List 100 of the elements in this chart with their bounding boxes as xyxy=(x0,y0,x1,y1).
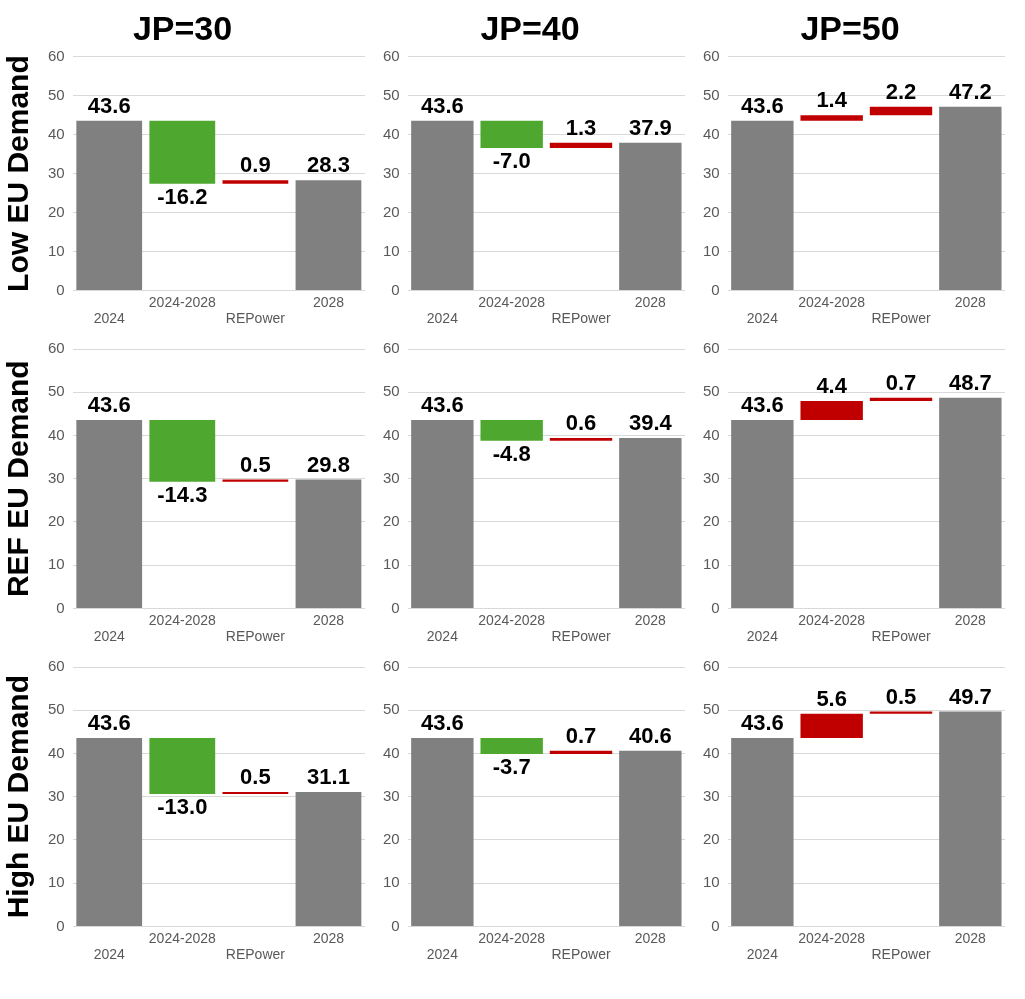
x-tick-label: 2028 xyxy=(312,611,345,628)
y-tick-label: 60 xyxy=(703,339,720,357)
y-tick-label: 30 xyxy=(703,786,720,804)
y-tick-label: 20 xyxy=(48,512,65,530)
x-tick-label: REPower xyxy=(225,628,286,645)
data-label: 40.6 xyxy=(628,722,672,748)
bar xyxy=(800,400,863,420)
data-label: -4.8 xyxy=(492,440,531,466)
y-tick-label: 10 xyxy=(703,241,720,259)
x-tick-label: REPower xyxy=(225,310,286,327)
data-label: 29.8 xyxy=(307,451,350,477)
data-label: 2.2 xyxy=(885,78,917,104)
x-tick-label: 2028 xyxy=(954,929,987,946)
y-tick-label: 40 xyxy=(703,425,720,443)
x-tick-label: 2028 xyxy=(312,929,345,946)
y-tick-label: 10 xyxy=(383,241,400,259)
data-label: -13.0 xyxy=(157,794,208,820)
data-label: 0.7 xyxy=(565,722,597,748)
data-label: 0.5 xyxy=(885,683,917,709)
x-tick-label: 2024 xyxy=(746,310,779,327)
x-tick-label: 2028 xyxy=(634,611,667,628)
y-tick-label: 50 xyxy=(383,700,400,718)
data-label: 37.9 xyxy=(628,114,672,140)
y-tick-label: 20 xyxy=(383,830,400,848)
y-tick-label: 30 xyxy=(383,468,400,486)
y-tick-label: 10 xyxy=(48,555,65,573)
bar xyxy=(869,397,933,401)
y-tick-label: 60 xyxy=(383,657,400,675)
x-tick-label: 2024 xyxy=(93,946,125,963)
bar xyxy=(869,106,933,116)
data-label: 1.4 xyxy=(816,87,848,113)
x-tick-label: 2024 xyxy=(426,310,459,327)
data-label: -16.2 xyxy=(157,183,208,209)
y-tick-label: 50 xyxy=(703,382,720,400)
x-tick-label: REPower xyxy=(871,310,931,327)
y-tick-label: 40 xyxy=(383,425,400,443)
y-tick-label: 30 xyxy=(703,468,720,486)
bar xyxy=(869,711,933,714)
x-tick-label: 2024-2028 xyxy=(148,929,216,946)
x-tick-label: 2028 xyxy=(954,293,987,310)
bar xyxy=(939,397,1002,608)
bar xyxy=(731,737,794,926)
x-tick-label: 2024-2028 xyxy=(798,611,866,628)
x-tick-label: 2028 xyxy=(634,293,667,310)
y-tick-label: 30 xyxy=(703,163,720,181)
data-label: 43.6 xyxy=(420,92,464,118)
x-tick-label: REPower xyxy=(551,310,611,327)
x-tick-label: 2024 xyxy=(93,310,125,327)
x-tick-label: 2024 xyxy=(746,946,779,963)
data-label: 43.6 xyxy=(87,92,131,118)
data-label: 5.6 xyxy=(816,685,847,711)
bar xyxy=(800,115,863,121)
data-label: 39.4 xyxy=(628,410,673,436)
data-label: 0.9 xyxy=(240,152,271,178)
y-tick-label: 20 xyxy=(48,202,65,220)
y-tick-label: 20 xyxy=(383,512,400,530)
y-tick-label: 0 xyxy=(711,598,720,616)
chart-title: JP=40 xyxy=(480,8,580,47)
y-tick-label: 20 xyxy=(703,202,720,220)
x-tick-label: 2024-2028 xyxy=(798,293,866,310)
data-label: 31.1 xyxy=(307,764,350,790)
x-tick-label: 2024-2028 xyxy=(478,611,546,628)
bar xyxy=(800,713,863,738)
y-tick-label: 60 xyxy=(703,657,720,675)
y-tick-label: 40 xyxy=(48,124,65,142)
data-label: 43.6 xyxy=(420,709,464,735)
y-tick-label: 30 xyxy=(48,468,65,486)
y-tick-label: 10 xyxy=(48,873,65,891)
y-tick-label: 50 xyxy=(48,85,65,103)
data-label: 4.4 xyxy=(816,372,848,398)
y-tick-label: 60 xyxy=(703,46,720,64)
data-label: -14.3 xyxy=(157,481,208,507)
data-label: 0.5 xyxy=(240,451,271,477)
data-label: 43.6 xyxy=(87,391,131,417)
y-tick-label: 30 xyxy=(383,786,400,804)
x-tick-label: 2024-2028 xyxy=(148,611,216,628)
x-tick-label: 2024 xyxy=(93,628,125,645)
y-tick-label: 40 xyxy=(703,124,720,142)
bar xyxy=(939,711,1002,926)
x-tick-label: 2024-2028 xyxy=(798,929,866,946)
y-tick-label: 0 xyxy=(391,280,400,298)
y-tick-label: 30 xyxy=(48,163,65,181)
x-tick-label: 2024-2028 xyxy=(148,293,216,310)
y-tick-label: 20 xyxy=(703,512,720,530)
y-tick-label: 10 xyxy=(383,873,400,891)
y-tick-label: 0 xyxy=(711,280,720,298)
x-tick-label: REPower xyxy=(225,946,286,963)
y-axis-title: Low EU Demand xyxy=(1,55,35,292)
y-tick-label: 50 xyxy=(383,382,400,400)
y-tick-label: 40 xyxy=(383,124,400,142)
chart-title: JP=30 xyxy=(132,8,233,47)
y-tick-label: 20 xyxy=(48,830,65,848)
data-label: 1.3 xyxy=(565,114,597,140)
y-tick-label: 10 xyxy=(48,241,65,259)
x-tick-label: 2028 xyxy=(312,293,345,310)
data-label: 43.6 xyxy=(420,391,464,417)
y-tick-label: 10 xyxy=(383,555,400,573)
data-label: 28.3 xyxy=(307,152,350,178)
y-tick-label: 20 xyxy=(703,830,720,848)
y-tick-label: 0 xyxy=(56,598,65,616)
